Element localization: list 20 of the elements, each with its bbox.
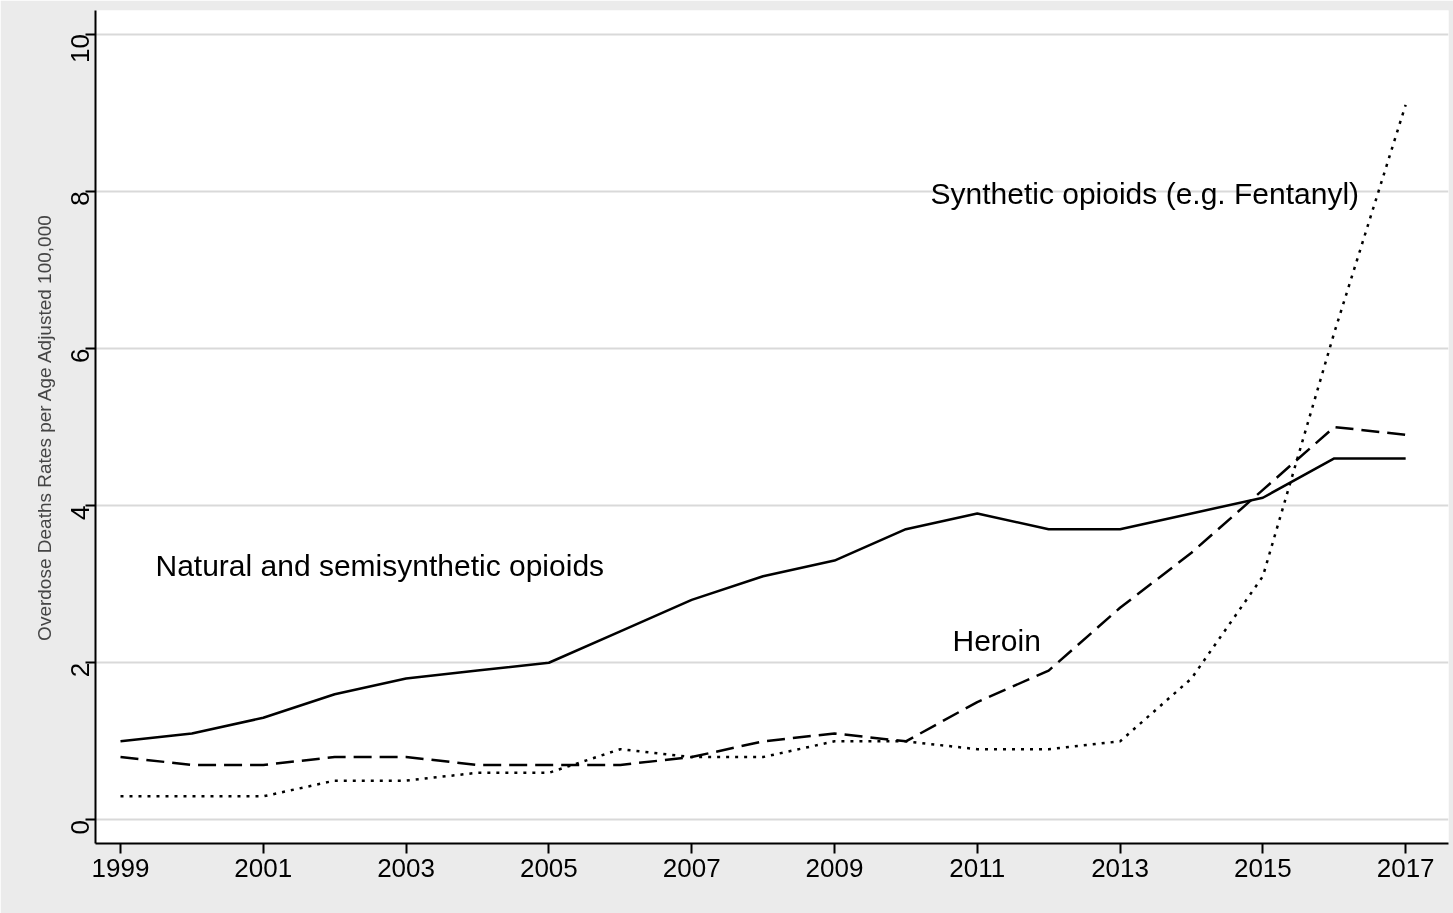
x-tick-label: 2017: [1376, 852, 1435, 883]
x-tick-label: 2005: [519, 852, 578, 883]
x-tick-label: 2011: [949, 852, 1006, 883]
series-label: Natural and semisynthetic opioids: [155, 549, 605, 582]
x-tick-label: 1999: [91, 852, 150, 883]
y-tick-label: 10: [65, 34, 96, 63]
y-tick-label: 2: [65, 662, 96, 678]
x-tick-label: 2013: [1091, 852, 1149, 883]
x-tick-label: 2001: [234, 852, 293, 883]
y-tick-label: 6: [65, 348, 96, 363]
y-tick-label: 8: [65, 191, 96, 206]
y-tick-label: 4: [65, 505, 96, 521]
x-tick-label: 2007: [662, 852, 721, 883]
x-tick-label: 2009: [805, 852, 864, 883]
y-axis-title: Overdose Deaths Rates per Age Adjusted 100,000: [33, 215, 55, 641]
series-label: Heroin: [952, 624, 1041, 657]
x-tick-label: 2003: [377, 852, 436, 883]
x-tick-label: 2015: [1233, 852, 1292, 883]
y-tick-label: 0: [65, 819, 96, 835]
series-label: Synthetic opioids (e.g. Fentanyl): [930, 177, 1360, 210]
